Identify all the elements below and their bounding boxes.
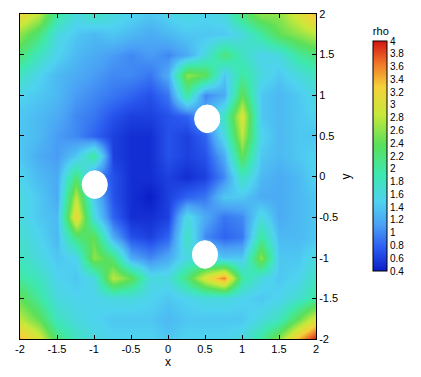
- svg-text:x: x: [165, 355, 171, 369]
- svg-text:2.8: 2.8: [390, 112, 404, 123]
- svg-text:2: 2: [390, 163, 396, 174]
- svg-text:4: 4: [390, 36, 396, 47]
- svg-text:1.6: 1.6: [390, 189, 404, 200]
- svg-text:1.8: 1.8: [390, 176, 404, 187]
- svg-text:0.5: 0.5: [319, 130, 334, 142]
- svg-text:2: 2: [313, 343, 319, 355]
- svg-text:-1.5: -1.5: [48, 343, 67, 355]
- svg-text:-0.5: -0.5: [122, 343, 141, 355]
- svg-text:3.8: 3.8: [390, 48, 404, 59]
- svg-text:-1.5: -1.5: [319, 292, 338, 304]
- svg-text:-2: -2: [319, 333, 329, 345]
- svg-text:-1: -1: [319, 252, 329, 264]
- svg-text:1: 1: [239, 343, 245, 355]
- svg-text:0: 0: [165, 343, 171, 355]
- svg-text:2.6: 2.6: [390, 125, 404, 136]
- svg-text:0.5: 0.5: [197, 343, 212, 355]
- svg-text:2.4: 2.4: [390, 138, 404, 149]
- svg-text:1.5: 1.5: [271, 343, 286, 355]
- svg-text:1.2: 1.2: [390, 214, 404, 225]
- svg-text:3.4: 3.4: [390, 74, 404, 85]
- svg-text:2: 2: [319, 8, 325, 20]
- svg-text:0.6: 0.6: [390, 253, 404, 264]
- svg-text:0.8: 0.8: [390, 240, 404, 251]
- svg-text:y: y: [339, 174, 353, 180]
- svg-text:-1: -1: [89, 343, 99, 355]
- svg-text:1.4: 1.4: [390, 202, 404, 213]
- svg-text:3.6: 3.6: [390, 61, 404, 72]
- svg-text:2.2: 2.2: [390, 151, 404, 162]
- svg-text:rho: rho: [373, 25, 389, 37]
- svg-text:0: 0: [319, 170, 325, 182]
- svg-text:1: 1: [319, 89, 325, 101]
- svg-text:0.4: 0.4: [390, 266, 404, 277]
- svg-text:1.5: 1.5: [319, 48, 334, 60]
- svg-text:-2: -2: [15, 343, 25, 355]
- svg-text:1: 1: [390, 227, 396, 238]
- svg-text:3.2: 3.2: [390, 87, 404, 98]
- svg-text:3: 3: [390, 99, 396, 110]
- svg-text:-0.5: -0.5: [319, 211, 338, 223]
